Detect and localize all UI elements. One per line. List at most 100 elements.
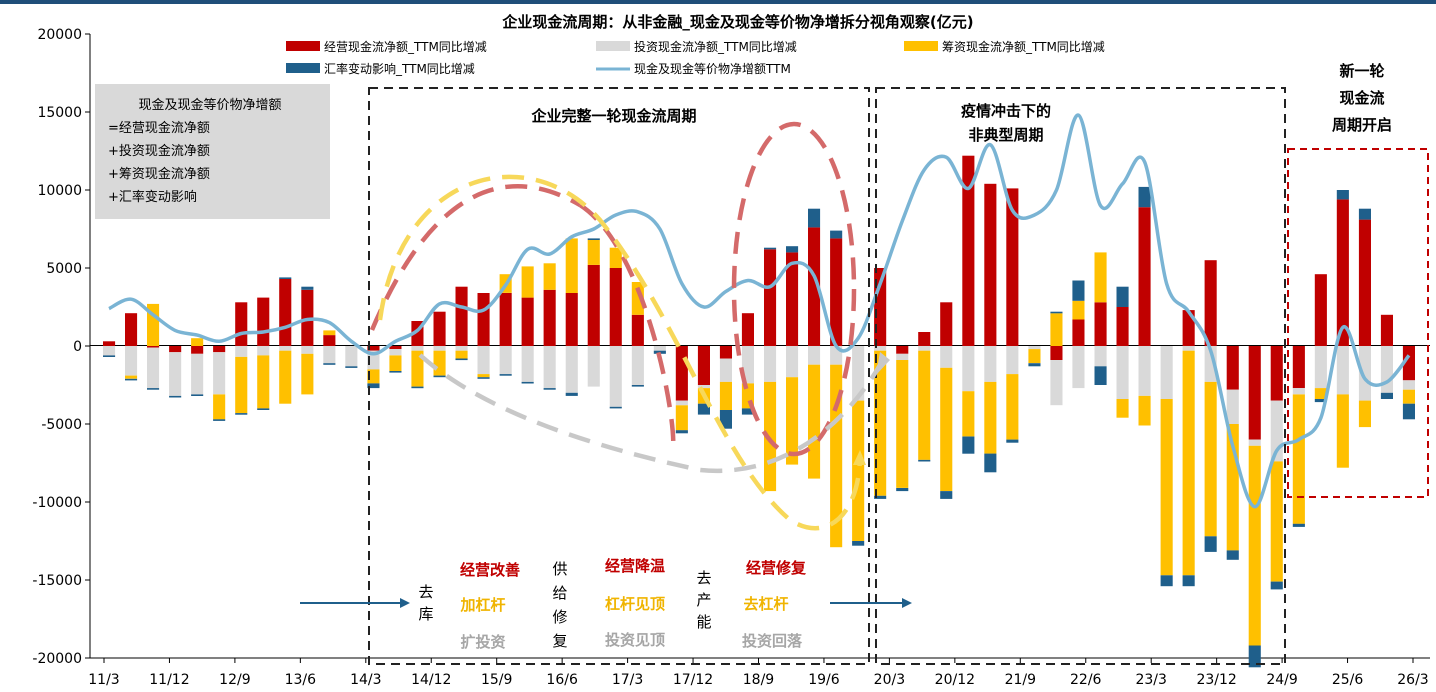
phase-char: 供 [552, 560, 567, 578]
bar-investing [1314, 346, 1327, 389]
bar-investing [874, 346, 887, 351]
bar-investing [1358, 346, 1371, 401]
legend-label-fx: 汇率变动影响_TTM同比增减 [324, 61, 475, 76]
bar-operating [1248, 346, 1261, 440]
bar-investing [1072, 346, 1085, 389]
legend-label-financing: 筹资现金流净额_TTM同比增减 [942, 39, 1105, 54]
bar-fx [940, 491, 953, 499]
bar-investing [896, 353, 909, 360]
bar-investing [808, 346, 821, 365]
bar-operating [455, 286, 468, 346]
x-tick-label: 13/6 [285, 672, 317, 688]
bar-investing [521, 346, 534, 382]
top-accent-bar [0, 0, 1436, 4]
bar-operating [477, 293, 490, 346]
x-tick-label: 23/3 [1135, 672, 1166, 688]
bar-investing [147, 347, 160, 389]
bar-operating [521, 297, 534, 346]
bar-fx [1138, 186, 1151, 208]
bar-fx [477, 377, 490, 379]
bar-financing [1292, 394, 1305, 524]
stage-deleverage: 去杠杆 [743, 595, 788, 613]
x-tick-label: 14/12 [411, 672, 451, 688]
bar-operating [1072, 319, 1085, 346]
bar-operating [543, 289, 556, 346]
bar-financing [477, 374, 490, 378]
bar-fx [587, 238, 600, 240]
bar-fx [565, 392, 578, 396]
bar-investing [455, 346, 468, 351]
bar-financing [301, 353, 314, 395]
bar-fx [675, 430, 688, 434]
cycle-box-new [1287, 148, 1429, 498]
bar-fx [169, 395, 182, 398]
x-tick-label: 21/9 [1005, 672, 1036, 688]
bar-financing [1094, 252, 1107, 303]
bar-fx [1006, 439, 1019, 443]
bar-investing [719, 358, 732, 382]
formula-line-1: 现金及现金等价物净增额 [138, 97, 281, 113]
bar-financing [455, 350, 468, 359]
bar-fx [631, 385, 644, 387]
bar-operating [1292, 346, 1305, 389]
bar-financing [1402, 389, 1415, 404]
bar-financing [191, 338, 204, 346]
bar-financing [433, 350, 446, 376]
x-tick-label: 12/9 [219, 672, 250, 688]
y-tick-label: 20000 [37, 27, 82, 43]
legend: 经营现金流净额_TTM同比增减 投资现金流净额_TTM同比增减 筹资现金流净额_… [286, 39, 1105, 76]
phase-destock-label: 去库 [418, 583, 433, 623]
bar-financing [764, 381, 777, 492]
bar-financing [962, 391, 975, 437]
x-tick-label: 20/12 [935, 672, 975, 688]
bar-operating [1358, 219, 1371, 346]
formula-box [95, 84, 330, 219]
cycle-full-label: 企业完整一轮现金流周期 [530, 107, 696, 125]
bar-financing [543, 263, 556, 290]
bar-operating [433, 311, 446, 346]
bar-investing [125, 346, 138, 376]
bar-investing [1402, 380, 1415, 390]
x-tick-label: 24/9 [1266, 672, 1297, 688]
bar-fx [279, 277, 292, 279]
bar-investing [565, 346, 578, 393]
bar-fx [1226, 550, 1239, 560]
bar-investing [940, 346, 953, 368]
bar-fx [984, 453, 997, 473]
stage-leverage-peak: 杠杆见顶 [605, 595, 665, 613]
bar-fx [103, 355, 116, 357]
bar-investing [675, 400, 688, 406]
bar-investing [653, 346, 666, 351]
bar-operating [631, 314, 644, 346]
bar-investing [984, 346, 997, 382]
bar-fx [125, 378, 138, 381]
bar-fx [741, 408, 754, 415]
bar-fx [852, 541, 865, 546]
bar-fx [1358, 208, 1371, 220]
bar-fx [543, 388, 556, 390]
bar-operating [808, 227, 821, 346]
bar-investing [235, 346, 248, 357]
bar-fx [1292, 523, 1305, 527]
bar-operating [587, 264, 600, 346]
bar-investing [1094, 346, 1107, 367]
bar-operating [323, 335, 336, 346]
yellow-arrowhead [853, 450, 866, 465]
bar-investing [697, 385, 710, 389]
bar-fx [719, 410, 732, 429]
bar-financing [808, 364, 821, 479]
phase-char: 库 [418, 605, 433, 623]
stage-invest-peak: 投资见顶 [605, 631, 665, 649]
bar-investing [433, 346, 446, 351]
bar-fx [345, 366, 358, 368]
bar-investing [279, 346, 292, 351]
bar-operating [279, 278, 292, 346]
bar-fx [411, 386, 424, 389]
bar-fx [521, 381, 534, 384]
bar-fx [918, 459, 931, 462]
legend-swatch-fx [286, 63, 320, 73]
bar-financing [235, 356, 248, 414]
bar-operating [565, 293, 578, 346]
phase-arrowhead-left [400, 598, 410, 608]
net-increase-line [108, 113, 1411, 509]
